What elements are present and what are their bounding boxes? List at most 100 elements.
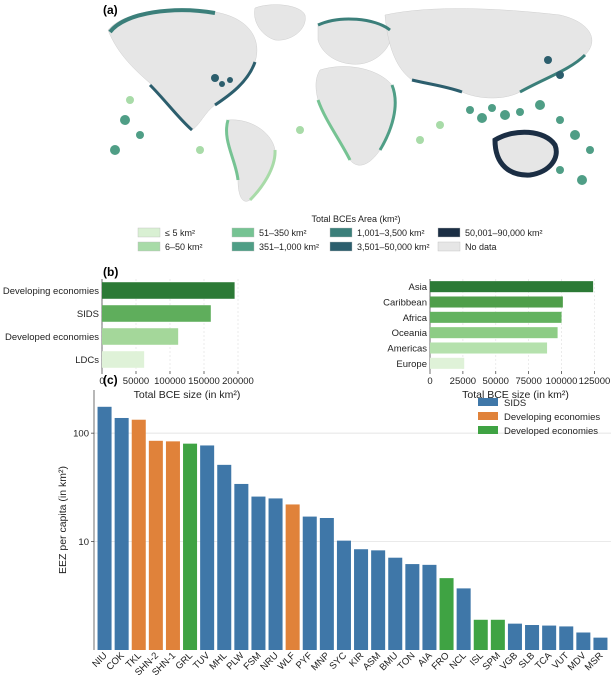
panel-a-label: (a) xyxy=(103,3,118,17)
eez-bar xyxy=(490,619,505,650)
world-map: (a) xyxy=(100,0,611,210)
eez-bar xyxy=(371,550,386,650)
eez-bar xyxy=(405,564,420,650)
eez-legend-swatch xyxy=(478,398,498,406)
eez-bar xyxy=(559,626,574,650)
eez-bar xyxy=(336,540,351,650)
legend-swatch xyxy=(329,241,353,252)
map-legend: Total BCEs Area (km²) ≤ 5 km² 6–50 km² 51–… xyxy=(137,214,543,252)
africa-land xyxy=(315,66,396,166)
region-chart-xtick-label: 100000 xyxy=(546,376,578,387)
economy-chart-xlabel: Total BCE size (in km²) xyxy=(134,389,241,401)
greenland-land xyxy=(254,4,306,41)
eez-bar xyxy=(97,406,112,650)
region-chart-bar xyxy=(430,342,548,354)
eez-category-label: NRU xyxy=(258,650,280,672)
region-chart-category-label: Africa xyxy=(403,313,428,324)
eez-category-label: PLW xyxy=(225,650,247,672)
economy-chart-category-label: Developed economies xyxy=(5,332,99,343)
economy-chart-xtick-label: 200000 xyxy=(222,376,254,387)
region-chart-category-label: Americas xyxy=(387,344,427,355)
eez-category-label: WLF xyxy=(276,650,298,672)
region-chart-bar xyxy=(430,327,558,339)
eez-category-label: MHL xyxy=(207,650,229,672)
map-legend-title: Total BCEs Area (km²) xyxy=(311,214,400,224)
legend-label: ≤ 5 km² xyxy=(165,228,195,238)
eez-bar xyxy=(439,578,454,650)
eez-bar xyxy=(302,516,317,650)
eez-bar xyxy=(285,504,300,650)
legend-swatch xyxy=(329,227,353,238)
eez-category-label: SLB xyxy=(517,650,537,670)
eez-category-label: TCA xyxy=(533,650,555,672)
eez-category-label: FSM xyxy=(242,650,264,672)
panel-b-label: (b) xyxy=(103,265,118,279)
legend-swatch xyxy=(231,241,255,252)
eez-bar xyxy=(473,619,488,650)
legend-label: 3,501–50,000 km² xyxy=(357,242,430,252)
eez-bar xyxy=(354,549,369,650)
eez-bar xyxy=(542,625,557,650)
eez-category-label: TUV xyxy=(191,650,213,672)
economy-chart-xtick-label: 50000 xyxy=(123,376,149,387)
eez-bar xyxy=(593,637,608,650)
eez-bar xyxy=(200,445,215,650)
eez-bar xyxy=(268,498,283,650)
eez-legend-swatch xyxy=(478,412,498,420)
legend-swatch xyxy=(137,227,161,238)
region-chart-category-label: Asia xyxy=(409,282,428,293)
economy-chart-xtick-label: 100000 xyxy=(154,376,186,387)
eez-bar xyxy=(422,564,437,650)
eez-bar xyxy=(165,441,180,650)
legend-label: 51–350 km² xyxy=(259,228,307,238)
region-chart-category-label: Caribbean xyxy=(383,298,427,309)
legend-swatch xyxy=(137,241,161,252)
eez-ylabel: EEZ per capita (in km²) xyxy=(57,466,69,574)
eez-bar xyxy=(319,517,334,650)
economy-chart-bar xyxy=(102,282,235,299)
eez-ytick-label: 10 xyxy=(78,537,89,548)
region-chart-category-label: Europe xyxy=(396,359,427,370)
eez-category-label: VGB xyxy=(498,650,520,672)
eez-category-label: FRO xyxy=(430,650,452,672)
region-chart-bar xyxy=(430,357,465,369)
region-chart-bar xyxy=(430,311,562,323)
eez-bar xyxy=(148,440,163,650)
economy-chart-xtick-label: 150000 xyxy=(188,376,220,387)
eez-category-label: NCL xyxy=(448,650,469,671)
legend-swatch xyxy=(231,227,255,238)
eez-legend-label: Developed economies xyxy=(504,426,598,437)
panel-c-label: (c) xyxy=(103,373,118,387)
eez-bar xyxy=(114,417,129,650)
economy-chart-category-label: LDCs xyxy=(75,355,99,366)
legend-label: No data xyxy=(465,242,497,252)
economy-chart-category-label: SIDS xyxy=(77,309,99,320)
eez-bar xyxy=(388,557,403,650)
eez-category-label: ASM xyxy=(361,650,383,672)
eez-category-label: MSR xyxy=(583,650,606,673)
region-chart-bar xyxy=(430,296,563,308)
region-chart-bar xyxy=(430,281,594,293)
legend-label: 50,001–90,000 km² xyxy=(465,228,543,238)
economy-chart-bar xyxy=(102,351,145,368)
region-chart-xtick-label: 25000 xyxy=(450,376,476,387)
region-chart-xtick-label: 75000 xyxy=(515,376,541,387)
economy-chart-bar xyxy=(102,305,211,322)
region-chart-category-label: Oceania xyxy=(392,328,428,339)
panel-c: (c) 10100NIUCOKTKLSHN-2SHN-1GRLTUVMHLPLW… xyxy=(57,373,611,678)
eez-legend-label: Developing economies xyxy=(504,412,600,423)
eez-bar xyxy=(131,419,146,650)
legend-label: 1,001–3,500 km² xyxy=(357,228,425,238)
eez-bar xyxy=(456,588,471,650)
legend-label: 6–50 km² xyxy=(165,242,203,252)
eez-legend-label: SIDS xyxy=(504,398,526,409)
eez-bar xyxy=(507,623,522,650)
legend-label: 351–1,000 km² xyxy=(259,242,319,252)
eez-bar xyxy=(183,443,198,650)
eez-category-label: GRL xyxy=(174,650,196,672)
eez-bar xyxy=(525,625,540,650)
eez-category-label: SPM xyxy=(481,650,503,672)
eez-bar xyxy=(576,632,591,650)
